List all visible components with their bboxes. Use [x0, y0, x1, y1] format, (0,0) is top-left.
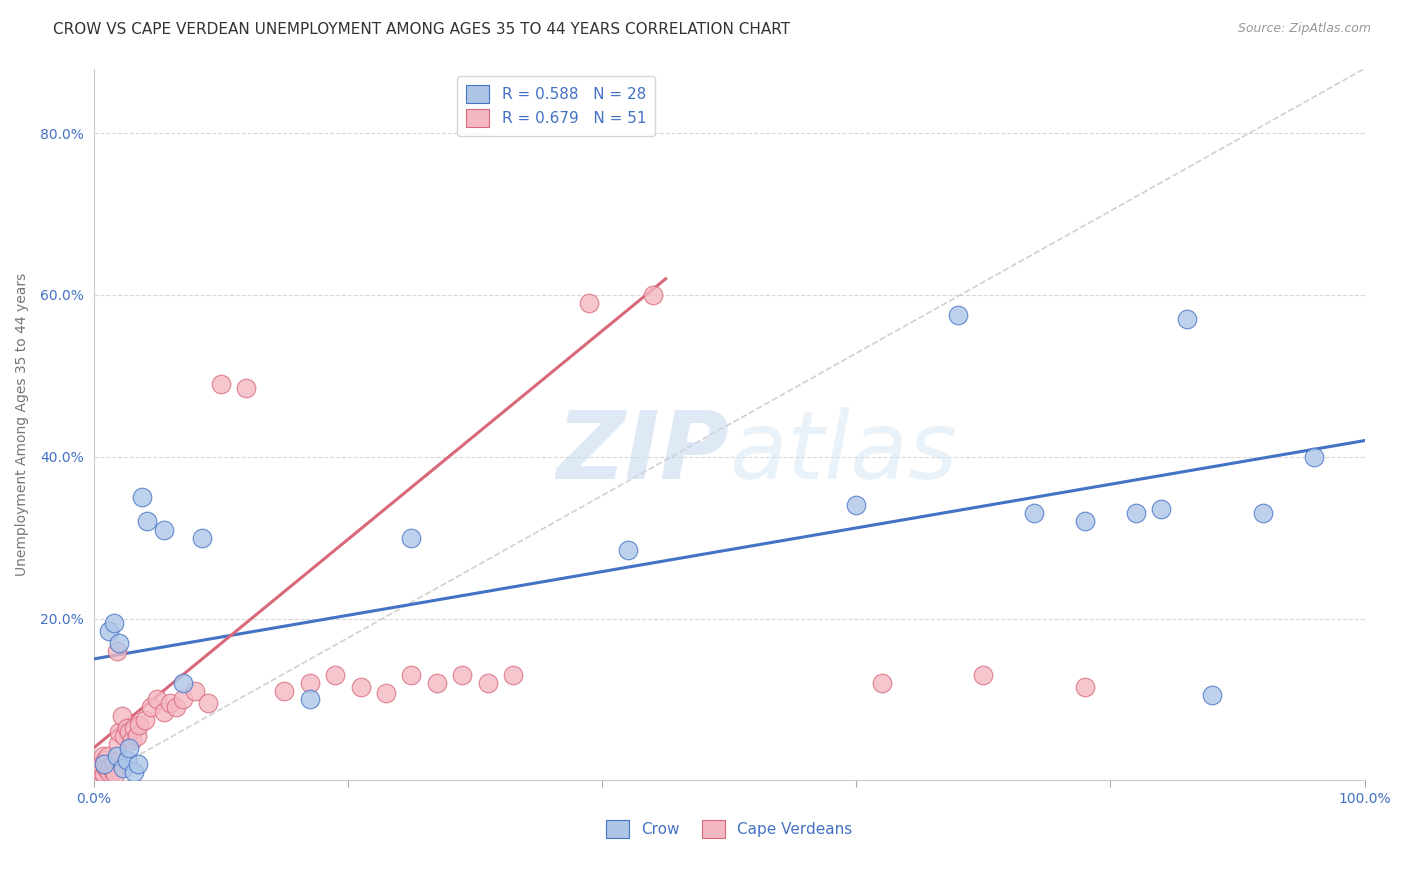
Y-axis label: Unemployment Among Ages 35 to 44 years: Unemployment Among Ages 35 to 44 years — [15, 273, 30, 576]
Point — [426, 676, 449, 690]
Point — [1201, 689, 1223, 703]
Point — [1074, 680, 1097, 694]
Point — [93, 757, 115, 772]
Point — [127, 757, 149, 772]
Point — [105, 749, 128, 764]
Point — [578, 296, 600, 310]
Text: atlas: atlas — [730, 408, 957, 499]
Point — [1175, 312, 1198, 326]
Point — [118, 724, 141, 739]
Point — [845, 498, 868, 512]
Point — [1024, 507, 1046, 521]
Point — [1074, 515, 1097, 529]
Point — [89, 764, 111, 778]
Point — [197, 697, 219, 711]
Point — [641, 288, 664, 302]
Point — [235, 381, 257, 395]
Point — [349, 680, 371, 694]
Point — [1302, 450, 1324, 464]
Point — [152, 705, 174, 719]
Point — [451, 668, 474, 682]
Point — [91, 749, 114, 764]
Point — [502, 668, 524, 682]
Point — [273, 684, 295, 698]
Point — [134, 713, 156, 727]
Point — [93, 766, 115, 780]
Point — [298, 676, 321, 690]
Text: ZIP: ZIP — [557, 407, 730, 499]
Point — [1150, 502, 1173, 516]
Point — [111, 708, 134, 723]
Point — [139, 700, 162, 714]
Point — [103, 756, 125, 770]
Point — [97, 749, 120, 764]
Point — [108, 724, 131, 739]
Point — [1251, 507, 1274, 521]
Point — [97, 624, 120, 638]
Point — [101, 764, 124, 778]
Point — [97, 765, 120, 780]
Point — [152, 523, 174, 537]
Point — [124, 765, 146, 780]
Point — [172, 692, 194, 706]
Point — [105, 644, 128, 658]
Point — [108, 636, 131, 650]
Point — [112, 729, 135, 743]
Point — [98, 758, 121, 772]
Point — [616, 542, 638, 557]
Point — [209, 376, 232, 391]
Point — [972, 668, 994, 682]
Legend: Crow, Cape Verdeans: Crow, Cape Verdeans — [599, 814, 859, 844]
Point — [104, 766, 127, 780]
Point — [115, 721, 138, 735]
Point — [86, 761, 108, 775]
Point — [90, 757, 112, 772]
Point — [131, 490, 153, 504]
Point — [165, 700, 187, 714]
Point — [1125, 507, 1147, 521]
Point — [94, 753, 117, 767]
Text: CROW VS CAPE VERDEAN UNEMPLOYMENT AMONG AGES 35 TO 44 YEARS CORRELATION CHART: CROW VS CAPE VERDEAN UNEMPLOYMENT AMONG … — [53, 22, 790, 37]
Point — [477, 676, 499, 690]
Point — [111, 761, 134, 775]
Point — [323, 668, 346, 682]
Point — [96, 761, 118, 775]
Point — [121, 732, 143, 747]
Point — [128, 718, 150, 732]
Text: Source: ZipAtlas.com: Source: ZipAtlas.com — [1237, 22, 1371, 36]
Point — [146, 692, 169, 706]
Point — [401, 668, 423, 682]
Point — [136, 515, 159, 529]
Point — [125, 729, 148, 743]
Point — [87, 766, 110, 780]
Point — [401, 531, 423, 545]
Point — [298, 692, 321, 706]
Point — [118, 740, 141, 755]
Point — [946, 308, 969, 322]
Point — [103, 615, 125, 630]
Point — [124, 721, 146, 735]
Point — [172, 676, 194, 690]
Point — [184, 684, 207, 698]
Point — [159, 697, 181, 711]
Point — [190, 531, 212, 545]
Point — [107, 737, 129, 751]
Point — [375, 686, 398, 700]
Point — [870, 676, 893, 690]
Point — [115, 753, 138, 767]
